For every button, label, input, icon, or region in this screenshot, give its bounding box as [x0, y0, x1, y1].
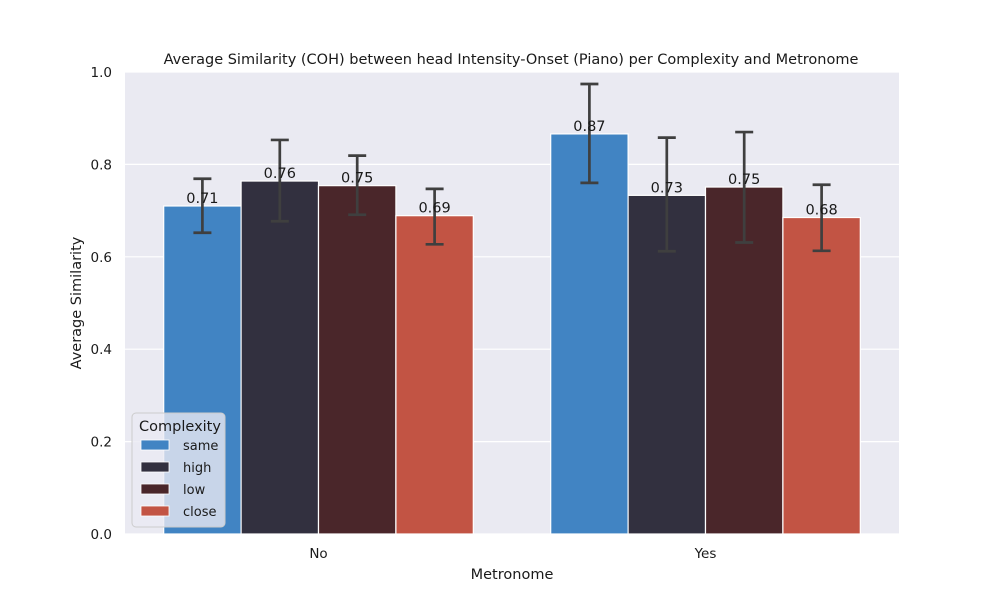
y-tick-label: 0.8: [91, 157, 112, 173]
legend-label: high: [183, 461, 211, 476]
y-tick-label: 0.4: [91, 342, 112, 358]
x-axis-label: Metronome: [471, 567, 554, 583]
chart-title: Average Similarity (COH) between head In…: [164, 52, 859, 68]
bar: [782, 216, 861, 535]
y-axis-ticks: 0.0 0.2 0.4 0.6 0.8 1.0: [91, 65, 112, 543]
bar: [550, 133, 629, 535]
y-tick-label: 0.6: [91, 250, 112, 266]
legend-swatch: [140, 505, 170, 517]
data-label: 0.75: [341, 171, 373, 187]
bar: [704, 186, 784, 535]
bars: [163, 133, 861, 535]
data-label: 0.69: [418, 201, 450, 217]
bar: [395, 215, 474, 535]
legend-label: same: [183, 439, 218, 454]
y-tick-label: 0.2: [91, 435, 112, 451]
x-axis-ticks: No Yes: [309, 546, 716, 562]
legend-label: close: [183, 505, 216, 520]
legend-swatch: [140, 483, 170, 495]
data-label: 0.76: [264, 166, 296, 182]
x-tick-label: Yes: [694, 546, 717, 562]
legend-items: same high low close: [140, 439, 218, 520]
data-label: 0.71: [186, 191, 218, 207]
x-tick-label: No: [309, 546, 327, 562]
y-tick-label: 0.0: [91, 527, 112, 543]
error-bars: [193, 82, 831, 253]
data-label: 0.68: [805, 203, 837, 219]
data-label: 0.87: [573, 119, 605, 135]
legend-title: Complexity: [139, 419, 221, 435]
data-label: 0.75: [728, 172, 760, 188]
legend-swatch: [140, 461, 170, 473]
bar: [240, 180, 320, 535]
data-labels: 0.71 0.87 0.76 0.73 0.75 0.75 0.69 0.68: [186, 119, 837, 219]
bar: [317, 185, 397, 535]
data-label: 0.73: [651, 180, 683, 196]
legend-swatch: [140, 439, 170, 451]
legend-label: low: [183, 483, 206, 498]
y-tick-label: 1.0: [91, 65, 112, 81]
legend: Complexity same high low close: [131, 412, 226, 528]
y-axis-label: Average Similarity: [69, 236, 85, 369]
